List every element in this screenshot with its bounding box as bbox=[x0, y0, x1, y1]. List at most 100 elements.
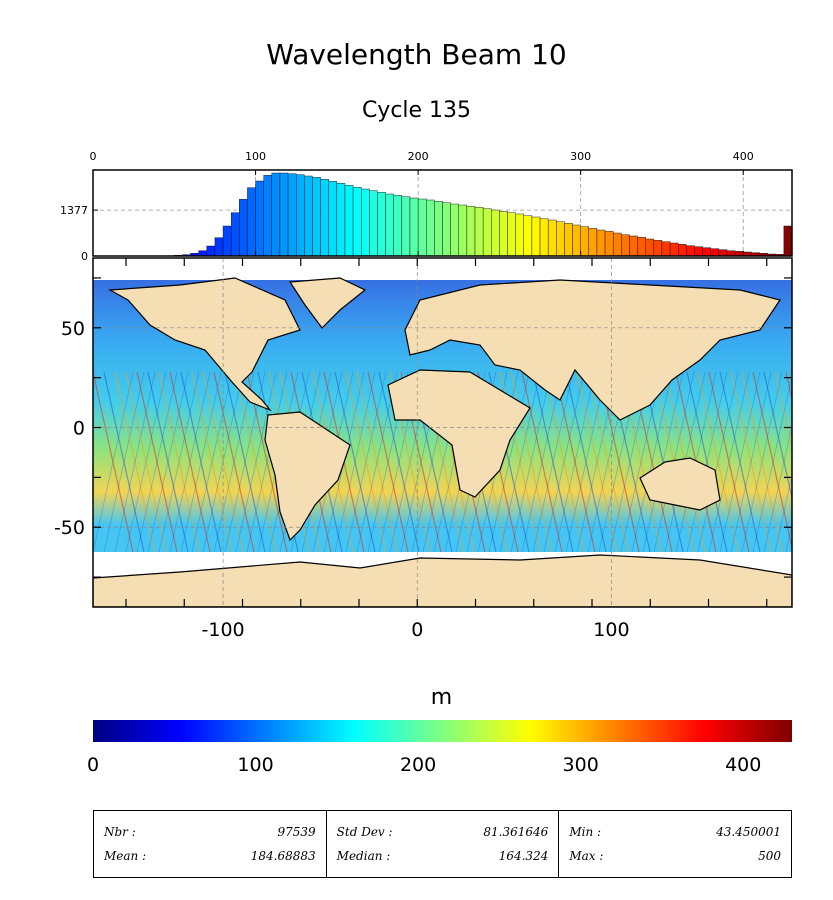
histogram-bar bbox=[295, 174, 305, 257]
histogram-bar bbox=[287, 173, 297, 257]
track-streak bbox=[708, 371, 750, 553]
track-streak bbox=[752, 371, 792, 551]
std-value: 81.361646 bbox=[483, 825, 549, 839]
histogram-bar bbox=[629, 235, 638, 257]
stats-cell-count: Nbr : 97539 Mean : 184.68883 bbox=[93, 810, 327, 878]
chart-title: Wavelength Beam 10 bbox=[266, 38, 567, 71]
track-streak bbox=[819, 372, 833, 552]
track-streak bbox=[730, 371, 772, 553]
track-streak bbox=[697, 371, 739, 553]
track-streak bbox=[719, 371, 761, 553]
histogram-x-tick-label: 200 bbox=[408, 150, 429, 163]
histogram-bar bbox=[271, 172, 281, 257]
map-x-tick-label: 100 bbox=[593, 619, 629, 641]
colorbar-tick-label: 300 bbox=[563, 754, 599, 776]
histogram-bar bbox=[304, 175, 313, 257]
colorbar-tick-label: 200 bbox=[400, 754, 436, 776]
histogram-bar bbox=[702, 247, 711, 257]
histogram-bar bbox=[531, 216, 541, 257]
track-streak bbox=[180, 371, 222, 553]
colorbar-tick-label: 0 bbox=[87, 754, 99, 776]
median-label: Median : bbox=[336, 849, 391, 863]
track-streak bbox=[147, 371, 189, 553]
histogram-bar bbox=[442, 202, 451, 257]
histogram-bar bbox=[344, 185, 354, 257]
track-streak bbox=[191, 371, 233, 553]
map-frame bbox=[92, 257, 793, 608]
histogram-panel: 0 100 200 300 400 0 1377 bbox=[60, 150, 793, 263]
min-value: 43.450001 bbox=[716, 825, 781, 839]
track-streak bbox=[554, 371, 596, 553]
nbr-label: Nbr : bbox=[104, 825, 136, 839]
histogram-bar bbox=[230, 212, 240, 257]
histogram-bar bbox=[247, 187, 256, 257]
max-value: 500 bbox=[758, 849, 781, 863]
track-streak bbox=[686, 371, 728, 553]
histogram-bar bbox=[669, 242, 679, 257]
colorbar-tick-label: 400 bbox=[725, 754, 761, 776]
histogram-bar bbox=[214, 237, 224, 257]
map-y-tick-label: -50 bbox=[54, 517, 85, 539]
colorbar-tick-label: 100 bbox=[237, 754, 273, 776]
histogram-bar bbox=[718, 249, 728, 257]
histogram-bar bbox=[466, 206, 476, 257]
histogram-x-tick-label: 300 bbox=[570, 150, 591, 163]
histogram-bar bbox=[547, 219, 557, 257]
histogram-bar bbox=[328, 181, 338, 257]
histogram-bar bbox=[653, 240, 663, 257]
track-streak bbox=[774, 371, 792, 452]
map-x-tick-label: 0 bbox=[411, 619, 423, 641]
histogram-bar bbox=[588, 228, 598, 257]
track-streak bbox=[620, 371, 662, 553]
histogram-ticks: 0 100 200 300 400 0 1377 bbox=[60, 150, 754, 263]
track-streak bbox=[797, 372, 833, 552]
histogram-x-tick-label: 100 bbox=[245, 150, 266, 163]
track-streak bbox=[378, 371, 420, 553]
track-streak bbox=[103, 371, 145, 553]
histogram-bar bbox=[572, 224, 581, 257]
track-streak bbox=[576, 371, 618, 553]
histogram-bar bbox=[694, 246, 703, 257]
histogram-bar bbox=[539, 218, 549, 257]
histogram-bar bbox=[596, 229, 606, 257]
mean-value: 184.68883 bbox=[250, 849, 316, 863]
histogram-bar bbox=[255, 180, 264, 257]
histogram-bar bbox=[377, 192, 386, 257]
histogram-y-tick-label: 1377 bbox=[60, 204, 88, 217]
track-streak bbox=[543, 371, 585, 553]
histogram-bar bbox=[604, 231, 614, 257]
histogram-x-tick-label: 400 bbox=[733, 150, 754, 163]
track-streak bbox=[103, 371, 145, 553]
histogram-bar bbox=[515, 213, 524, 257]
histogram-bar bbox=[312, 177, 321, 257]
histogram-bar bbox=[564, 223, 573, 257]
track-streak bbox=[345, 371, 387, 553]
track-streak bbox=[565, 371, 607, 553]
median-value: 164.324 bbox=[498, 849, 549, 863]
histogram-bar bbox=[783, 225, 793, 257]
histogram-bar bbox=[556, 221, 565, 257]
histogram-bar bbox=[206, 245, 216, 257]
track-streak bbox=[808, 372, 833, 552]
track-streak bbox=[158, 371, 200, 553]
stats-cell-spread: Std Dev : 81.361646 Median : 164.324 bbox=[325, 810, 560, 878]
histogram-bar bbox=[279, 172, 289, 257]
track-streak bbox=[93, 371, 134, 553]
histogram-bar bbox=[612, 232, 622, 257]
colorbar bbox=[93, 720, 792, 742]
track-streak bbox=[356, 371, 398, 553]
nbr-value: 97539 bbox=[277, 825, 316, 839]
histogram-bar bbox=[361, 188, 370, 257]
mean-label: Mean : bbox=[104, 849, 147, 863]
histogram-bar bbox=[621, 234, 630, 257]
std-label: Std Dev : bbox=[336, 825, 393, 839]
histogram-bar bbox=[417, 198, 427, 257]
stats-cell-range: Min : 43.450001 Max : 500 bbox=[558, 810, 792, 878]
track-streak bbox=[334, 371, 376, 553]
histogram-bar bbox=[336, 183, 346, 257]
track-streak bbox=[158, 371, 200, 553]
track-streak bbox=[213, 371, 255, 553]
histogram-bar bbox=[222, 225, 232, 257]
chart-subtitle: Cycle 135 bbox=[361, 98, 472, 123]
min-label: Min : bbox=[569, 825, 602, 839]
